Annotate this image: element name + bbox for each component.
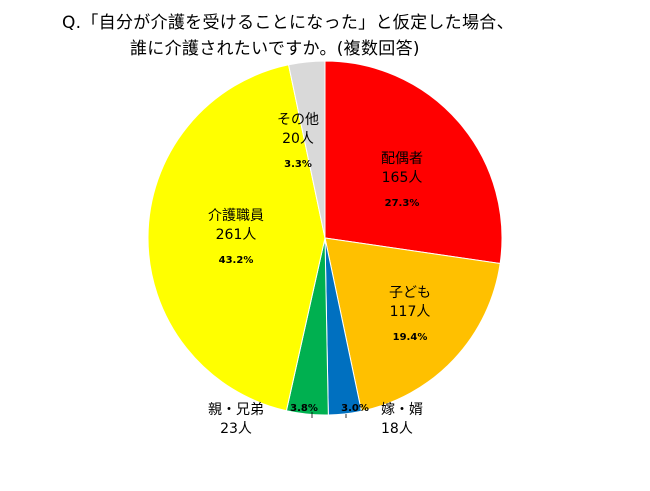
slice-label-percent-4: 3.8% [290,403,318,414]
slice-label-percent-3: 3.0% [341,403,369,414]
slice-label-count-2: 117人 [390,304,431,320]
slice-label-count-1: 165人 [382,170,423,186]
slice-label-percent-5: 43.2% [219,255,254,266]
slice-label-percent-2: 19.4% [393,332,428,343]
slice-label-name-5: 介護職員 [208,208,264,224]
chart-title-line-2: 誰に介護されたいですか。(複数回答) [130,39,420,59]
slice-label-count-6: 20人 [282,131,314,147]
slice-label-name-1: 配偶者 [381,151,423,167]
slice-label-name-3: 嫁・婿 [381,402,423,418]
slice-label-percent-1: 27.3% [385,198,420,209]
slice-label-name-6: その他 [277,112,319,128]
slice-label-name-4: 親・兄弟 [208,402,264,418]
pie-slice-6 [287,60,326,239]
pie-slice-2 [324,237,501,412]
pie-slice-5 [147,64,326,412]
slice-label-count-4: 23人 [220,421,252,437]
chart-title-line-1: Q.「自分が介護を受けることになった」と仮定した場合、 [62,13,514,33]
pie-slice-1 [324,60,503,265]
slice-label-percent-6: 3.3% [284,159,312,170]
slice-label-count-3: 18人 [381,421,413,437]
slice-label-name-2: 子ども [389,285,431,301]
slice-label-count-5: 261人 [216,227,257,243]
